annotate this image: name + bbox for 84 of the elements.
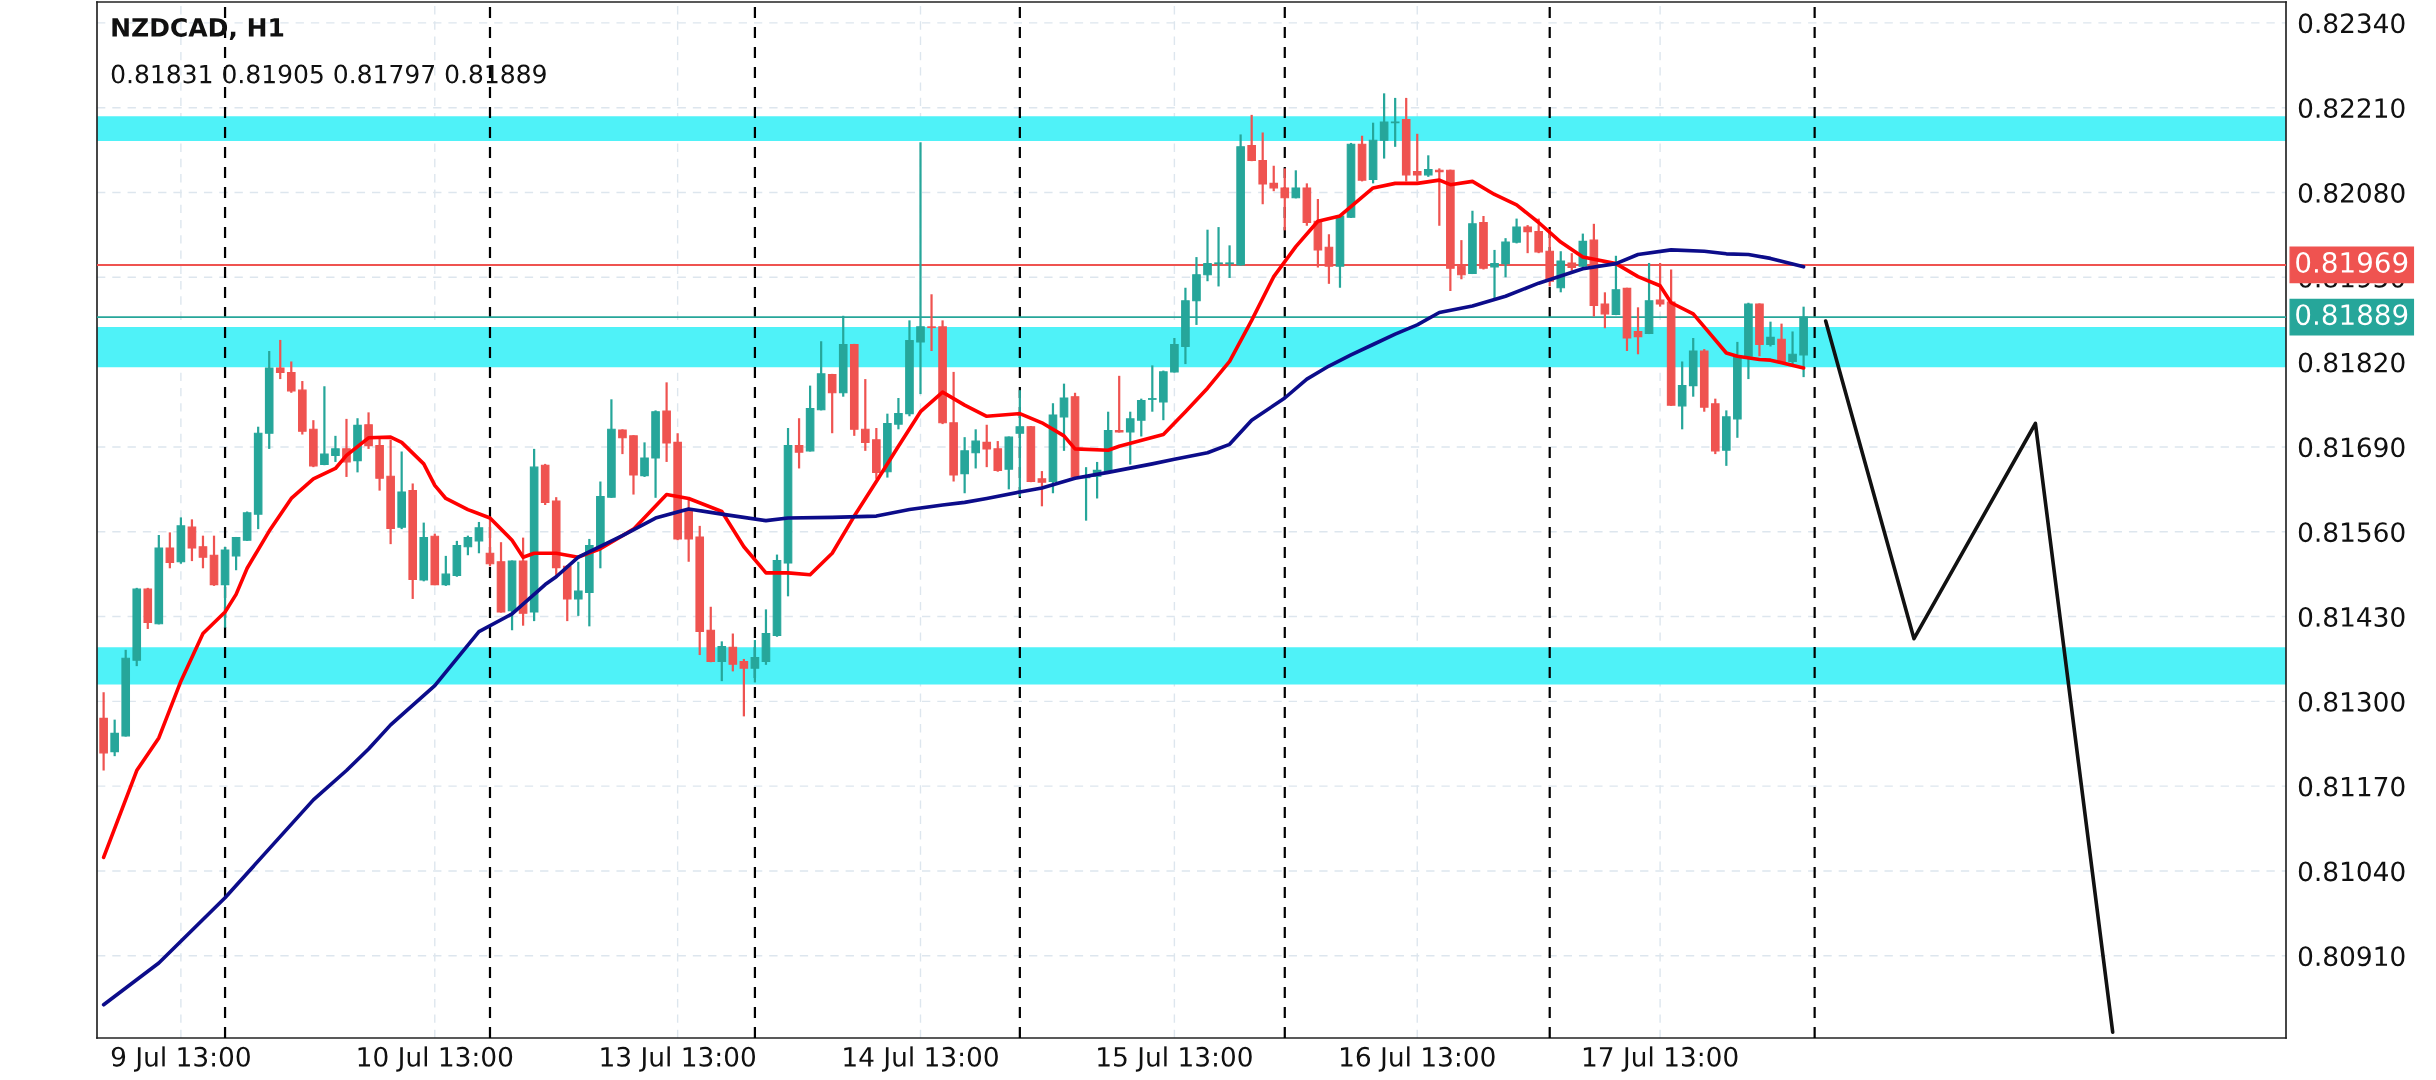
line-series <box>101 178 1806 860</box>
candlestick <box>717 640 727 683</box>
candlestick <box>1490 248 1499 300</box>
candlestick <box>1412 132 1422 183</box>
x-tick-label: 13 Jul 13:00 <box>601 1046 756 1072</box>
candlestick <box>1148 364 1157 413</box>
y-tick-label: 0.81690 <box>2298 437 2405 458</box>
candlestick <box>1788 330 1797 366</box>
candlestick <box>1523 224 1532 255</box>
candlestick <box>1114 374 1124 434</box>
candlestick <box>286 360 296 394</box>
candlestick <box>794 417 804 470</box>
x-tick-label: 15 Jul 13:00 <box>1098 1046 1252 1072</box>
candlestick <box>1203 228 1212 283</box>
candlestick <box>331 434 340 464</box>
text: 0.81831 0.81905 0.81797 0.81889 <box>111 64 546 84</box>
candlestick <box>165 531 175 570</box>
y-tick-label: 0.81170 <box>2298 776 2405 797</box>
y-tick-label: 0.81300 <box>2298 691 2405 712</box>
y-tick-label: 0.82080 <box>2298 182 2405 203</box>
line-series <box>1823 319 2115 1034</box>
candlestick <box>1214 225 1223 288</box>
candlestick <box>320 385 329 467</box>
candlestick <box>110 718 119 758</box>
candlestick <box>1280 167 1290 232</box>
y-tick-label: 0.81430 <box>2298 606 2405 627</box>
candlestick <box>1379 92 1389 160</box>
candlestick <box>441 554 451 587</box>
candlestick <box>1125 410 1135 466</box>
candlestick <box>1633 306 1643 356</box>
y-tick-label: 0.81820 <box>2298 352 2405 373</box>
candlestick <box>474 520 484 555</box>
x-tick-label: 9 Jul 13:00 <box>111 1046 250 1072</box>
candlestick <box>1037 469 1047 508</box>
y-tick-label: 0.82340 <box>2298 13 2405 34</box>
candlestick <box>993 439 1003 473</box>
text: NZDCAD, H1 <box>112 17 284 41</box>
candlestick <box>1247 113 1256 163</box>
y-tick-label: 0.82210 <box>2298 98 2405 119</box>
candlestick <box>1423 154 1433 178</box>
x-tick-label: 10 Jul 13:00 <box>358 1046 513 1072</box>
candlestick <box>1015 389 1025 498</box>
candlestick <box>860 377 870 452</box>
x-tick-label: 17 Jul 13:00 <box>1583 1046 1738 1072</box>
candlestick <box>971 428 980 470</box>
candlestick <box>1225 244 1234 280</box>
y-tick-label: 0.81040 <box>2298 861 2405 882</box>
candlestick <box>1269 164 1279 193</box>
candlestick <box>728 632 738 673</box>
candlestick <box>1777 322 1786 364</box>
candlestick <box>1258 131 1268 206</box>
candlestick <box>640 441 649 479</box>
candlestick <box>463 534 473 557</box>
candlestick <box>1512 217 1521 245</box>
line-series <box>101 248 1806 1007</box>
candlestick <box>1136 397 1146 438</box>
candlestick <box>1766 320 1775 348</box>
candlestick <box>750 638 760 684</box>
ref-line-label: 0.81969 <box>2296 251 2408 273</box>
candlestick <box>187 518 197 563</box>
y-tick-label: 0.81560 <box>2298 522 2405 543</box>
candlestick <box>618 428 627 456</box>
candlestick <box>573 560 583 618</box>
candlestick <box>198 534 208 570</box>
candlestick <box>1390 96 1400 148</box>
candlestick <box>1059 382 1069 452</box>
candlestick <box>1600 291 1610 330</box>
ref-line-label: 0.81889 <box>2296 304 2408 326</box>
candlestick <box>1677 360 1687 431</box>
candlestick <box>960 436 969 495</box>
candlestick <box>1435 167 1444 227</box>
candlestick <box>894 396 903 431</box>
candlestick <box>275 338 285 381</box>
candlestick <box>927 293 936 353</box>
candlestick <box>1501 237 1510 279</box>
x-tick-label: 14 Jul 13:00 <box>844 1046 998 1072</box>
candlestick <box>231 535 241 572</box>
candlestick <box>982 423 992 469</box>
candlestick <box>1291 169 1301 200</box>
candlestick <box>827 372 837 435</box>
candlestick <box>739 657 749 718</box>
y-tick-label: 0.80910 <box>2298 946 2405 967</box>
candlestick <box>1534 217 1543 255</box>
x-tick-label: 16 Jul 13:00 <box>1341 1046 1495 1072</box>
